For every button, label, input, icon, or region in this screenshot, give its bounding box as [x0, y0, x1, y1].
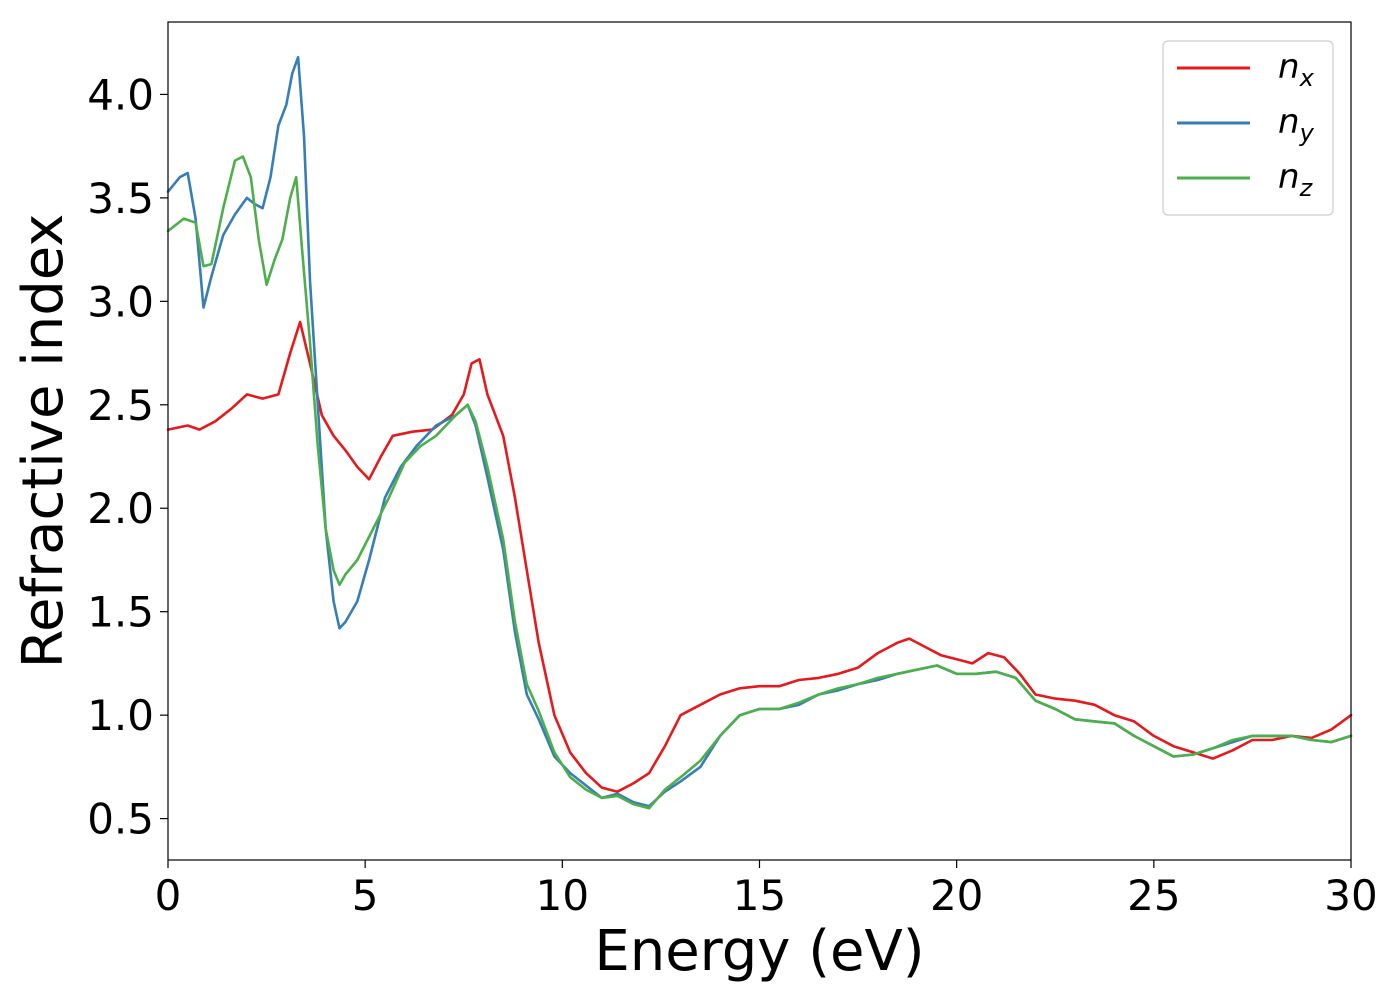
x-axis-ticks: 0 5 10 15 20 25 30 — [155, 860, 1378, 920]
y-tick-label: 1.0 — [87, 691, 154, 740]
x-tick-label: 0 — [155, 871, 182, 920]
x-tick-label: 10 — [536, 871, 589, 920]
y-axis-ticks: 0.5 1.0 1.5 2.0 2.5 3.0 3.5 4.0 — [87, 70, 168, 844]
y-tick-label: 0.5 — [87, 795, 154, 844]
y-tick-label: 3.0 — [87, 277, 154, 326]
x-tick-label: 25 — [1127, 871, 1180, 920]
legend: nx ny nz — [1162, 40, 1334, 216]
plot-frame — [167, 21, 1352, 861]
y-tick-label: 2.5 — [87, 381, 154, 430]
plot-background — [168, 22, 1351, 860]
legend-label-z: nz — [1278, 157, 1314, 202]
y-tick-label: 3.5 — [87, 174, 154, 223]
y-tick-label: 2.0 — [87, 484, 154, 533]
series-layer — [166, 55, 1353, 810]
x-tick-label: 15 — [733, 871, 786, 920]
y-tick-label: 1.5 — [87, 588, 154, 637]
x-tick-label: 30 — [1324, 871, 1377, 920]
x-axis-title: Energy (eV) — [594, 919, 924, 984]
legend-label-x: nx — [1278, 47, 1315, 92]
series-line-z — [166, 155, 1353, 810]
legend-label-y: ny — [1278, 102, 1315, 147]
legend-box — [1162, 40, 1334, 216]
y-axis-title: Refractive index — [11, 214, 76, 669]
series-line-x — [166, 320, 1353, 794]
x-tick-label: 20 — [930, 871, 983, 920]
x-tick-label: 5 — [352, 871, 379, 920]
y-tick-label: 4.0 — [87, 70, 154, 119]
